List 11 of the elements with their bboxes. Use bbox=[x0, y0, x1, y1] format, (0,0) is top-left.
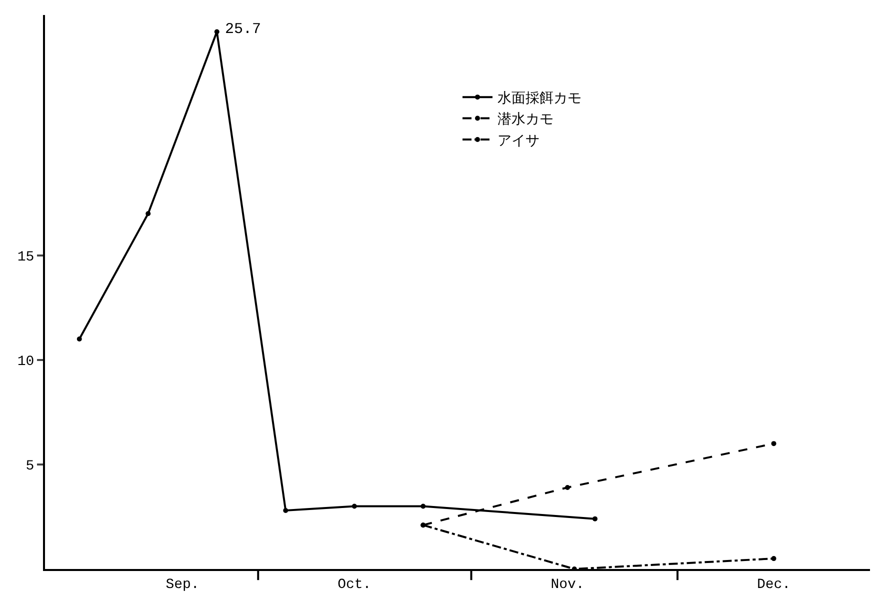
legend-label: 水面採餌カモ bbox=[498, 90, 582, 107]
x-tick-label: Sep. bbox=[166, 576, 200, 593]
x-tick-label: Oct. bbox=[338, 576, 372, 593]
x-tick-label: Dec. bbox=[756, 576, 791, 593]
y-tick-label: 15 bbox=[17, 249, 34, 266]
legend-label: 潜水カモ bbox=[498, 112, 554, 128]
x-tick-label: Nov. bbox=[550, 576, 584, 593]
y-tick-label: 10 bbox=[17, 354, 34, 370]
legend-label: アイサ bbox=[498, 132, 540, 149]
annotation: 25.7 bbox=[225, 21, 262, 38]
y-tick-label: 5 bbox=[26, 458, 34, 474]
